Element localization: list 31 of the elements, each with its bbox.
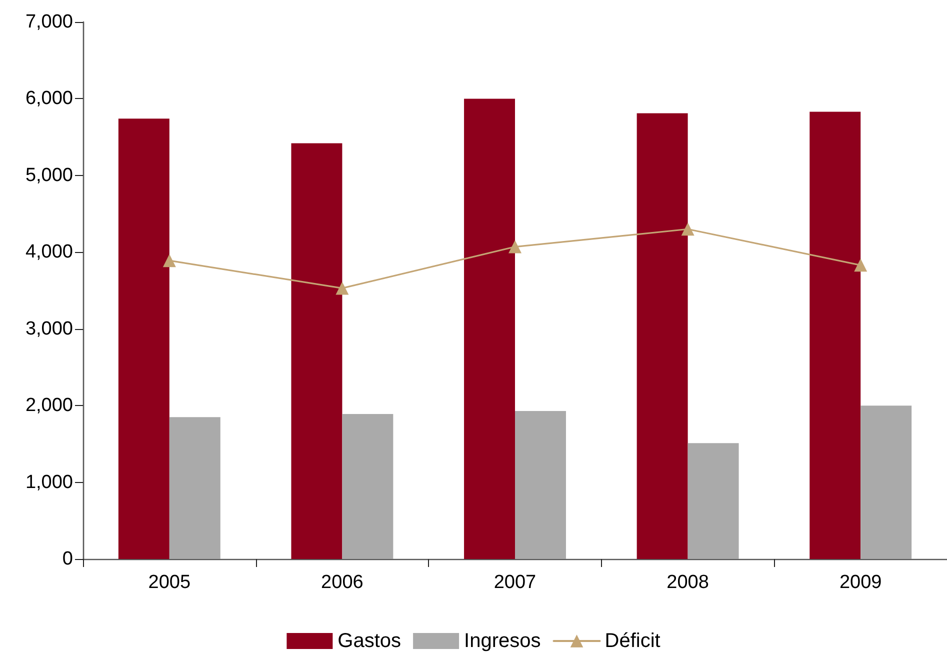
- bar: [118, 118, 170, 559]
- bar: [860, 406, 912, 559]
- y-tick-label: 4,000: [25, 242, 73, 263]
- y-tick-label: 0: [62, 548, 73, 570]
- x-tick-label: 2009: [839, 572, 882, 593]
- x-tick-label: 2007: [494, 572, 536, 593]
- point: [681, 222, 694, 236]
- y-tick-label: 6,000: [25, 88, 73, 110]
- y-tick-label: 1,000: [25, 472, 73, 493]
- legend-label: Gastos: [338, 630, 402, 652]
- bar: [688, 443, 739, 559]
- x-tick-label: 2005: [148, 572, 191, 593]
- bar: [810, 112, 861, 559]
- bar: [636, 113, 688, 559]
- point: [508, 240, 522, 254]
- bar: [464, 98, 515, 559]
- bar: [515, 410, 566, 559]
- x-tick-label: 2006: [321, 572, 364, 593]
- y-tick-label: 5,000: [25, 164, 73, 186]
- legend-label: Ingresos: [464, 630, 541, 652]
- x-tick-label: 2008: [666, 572, 709, 593]
- bar: [169, 417, 220, 559]
- legend-label: Déficit: [604, 630, 661, 652]
- point: [336, 282, 349, 295]
- y-tick-label: 3,000: [25, 318, 73, 340]
- y-tick-label: 2,000: [25, 395, 73, 416]
- y-tick-label: 7,000: [25, 12, 73, 32]
- point: [162, 254, 176, 268]
- bar: [291, 143, 342, 559]
- point: [854, 258, 868, 272]
- bar: [342, 414, 394, 559]
